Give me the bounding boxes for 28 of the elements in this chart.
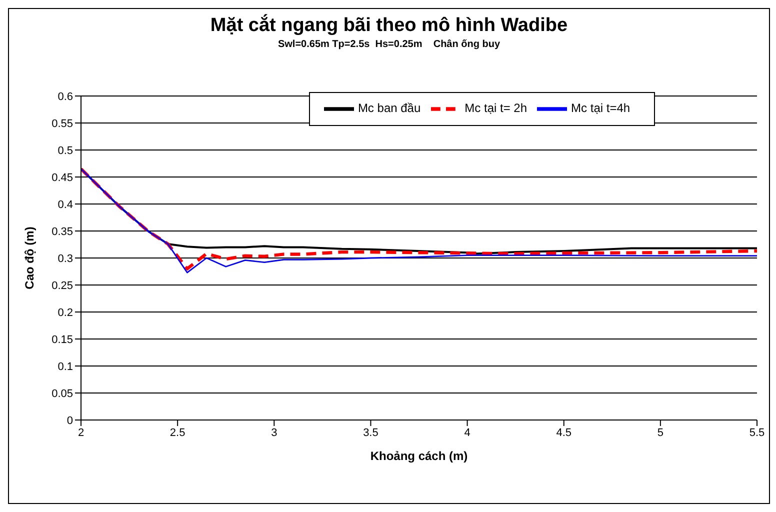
y-axis-title: Cao độ (m) — [22, 226, 36, 290]
y-tick-label: 0.1 — [58, 360, 73, 373]
y-tick-label: 0.4 — [58, 198, 73, 211]
legend-label: Mc tại t=4h — [571, 101, 630, 116]
y-tick-label: 0.25 — [52, 280, 73, 292]
y-tick-label: 0.3 — [58, 252, 73, 265]
y-tick-label: 0.45 — [52, 172, 73, 184]
x-tick-label: 5.5 — [749, 426, 765, 439]
legend-label: Mc tại t= 2h — [464, 101, 528, 116]
x-tick-label: 2.5 — [170, 426, 186, 439]
x-axis-title: Khoảng cách (m) — [370, 449, 468, 463]
y-tick-label: 0.2 — [58, 306, 73, 319]
x-tick-label: 2 — [78, 426, 84, 439]
x-tick-label: 5 — [657, 426, 664, 439]
chart-title: Mặt cắt ngang bãi theo mô hình Wadibe — [209, 15, 569, 37]
y-tick-label: 0.35 — [52, 226, 73, 238]
y-tick-label: 0.6 — [58, 90, 73, 103]
x-tick-label: 4.5 — [556, 426, 572, 439]
x-tick-label: 3 — [271, 426, 278, 439]
y-tick-label: 0 — [66, 414, 73, 427]
y-tick-label: 0.5 — [58, 144, 73, 157]
y-tick-label: 0.15 — [52, 334, 73, 346]
y-tick-label: 0.55 — [52, 118, 73, 130]
chart-subtitle: Swl=0.65m Tp=2.5s Hs=0.25m Chân ống buy — [276, 39, 502, 50]
x-tick-label: 4 — [464, 426, 470, 439]
x-tick-label: 3.5 — [363, 426, 378, 439]
y-tick-label: 0.05 — [52, 388, 73, 400]
legend-label: Mc ban đầu — [358, 101, 421, 116]
